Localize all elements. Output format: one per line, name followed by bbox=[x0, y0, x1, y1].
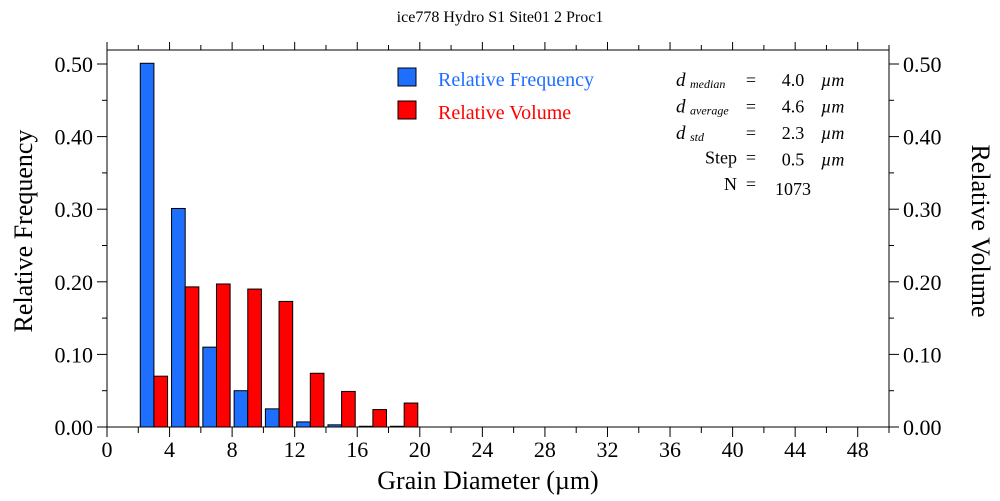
y-tick-label: 0.10 bbox=[55, 342, 94, 367]
stat-value: 0.5 bbox=[782, 150, 805, 170]
stat-equals: = bbox=[746, 148, 756, 168]
legend: Relative Frequency Relative Volume bbox=[397, 67, 594, 124]
y-tick-label: 0.20 bbox=[55, 270, 94, 295]
bar-relative-volume bbox=[341, 390, 356, 428]
y2-tick-label: 0.50 bbox=[903, 52, 942, 77]
x-axis-label: Grain Diameter (µm) bbox=[377, 466, 598, 495]
legend-swatch-volume bbox=[397, 100, 417, 120]
stat-equals: = bbox=[746, 174, 756, 194]
bar-relative-volume bbox=[309, 372, 325, 428]
x-tick-label: 28 bbox=[534, 437, 556, 462]
y-tick-label: 0.30 bbox=[55, 197, 94, 222]
y-axis-label: Relative Frequency bbox=[9, 130, 38, 333]
y2-tick-label: 0.20 bbox=[903, 270, 942, 295]
x-tick-label: 0 bbox=[102, 437, 113, 462]
y-tick-label: 0.00 bbox=[55, 415, 94, 440]
bar-relative-volume bbox=[215, 283, 231, 428]
stat-equals: = bbox=[746, 70, 756, 90]
stat-unit: µm bbox=[821, 123, 844, 143]
stat-unit: µm bbox=[821, 70, 844, 90]
bar-relative-volume bbox=[278, 300, 294, 428]
bar-relative-volume bbox=[403, 402, 419, 428]
y2-tick-label: 0.40 bbox=[903, 125, 942, 150]
bar-relative-volume bbox=[153, 375, 169, 428]
bar-relative-volume bbox=[184, 286, 200, 428]
stat-label: d bbox=[676, 123, 686, 144]
stat-value: 2.3 bbox=[782, 123, 805, 143]
stat-unit: µm bbox=[821, 97, 844, 117]
stat-value: 4.6 bbox=[782, 97, 805, 117]
stat-label: Step bbox=[705, 148, 737, 168]
bar-relative-frequency bbox=[233, 390, 249, 428]
x-tick-label: 24 bbox=[471, 437, 493, 462]
x-tick-label: 44 bbox=[784, 437, 806, 462]
stat-equals: = bbox=[746, 97, 756, 117]
stat-unit: µm bbox=[821, 150, 844, 170]
y-tick-label: 0.50 bbox=[55, 52, 94, 77]
y2-tick-label: 0.30 bbox=[903, 197, 942, 222]
stat-subscript: average bbox=[690, 104, 729, 118]
x-tick-label: 40 bbox=[722, 437, 744, 462]
stat-equals: = bbox=[746, 123, 756, 143]
x-tick-label: 36 bbox=[659, 437, 681, 462]
x-tick-label: 8 bbox=[227, 437, 238, 462]
legend-label-volume: Relative Volume bbox=[438, 102, 571, 124]
bar-relative-volume bbox=[372, 409, 388, 428]
y2-axis-label: Relative Volume bbox=[966, 144, 995, 317]
x-tick-label: 48 bbox=[847, 437, 869, 462]
x-tick-label: 20 bbox=[409, 437, 431, 462]
stat-subscript: std bbox=[690, 130, 705, 144]
legend-label-frequency: Relative Frequency bbox=[438, 69, 594, 91]
statistics-box: d median = 4.0 µmd average = 4.6 µmd std = 2.3 µmSte… bbox=[676, 70, 844, 199]
legend-swatch-frequency bbox=[397, 67, 417, 87]
stat-subscript: median bbox=[690, 77, 725, 91]
chart-title: ice778 Hydro S1 Site01 2 Proc1 bbox=[397, 9, 604, 26]
bar-relative-frequency bbox=[296, 421, 311, 428]
stat-label: N bbox=[724, 174, 737, 194]
bar-relative-frequency bbox=[264, 408, 280, 428]
bar-relative-frequency bbox=[171, 207, 186, 428]
bar-relative-frequency bbox=[202, 346, 217, 428]
plot-frame bbox=[106, 49, 890, 428]
bar-relative-volume bbox=[247, 288, 262, 428]
bar-relative-frequency bbox=[139, 62, 155, 428]
stat-value: 1073 bbox=[775, 179, 811, 199]
x-tick-label: 12 bbox=[284, 437, 306, 462]
x-tick-label: 16 bbox=[346, 437, 368, 462]
stat-label: d bbox=[676, 70, 686, 91]
y2-tick-label: 0.10 bbox=[903, 342, 942, 367]
x-tick-label: 32 bbox=[596, 437, 618, 462]
stat-label: d bbox=[676, 97, 686, 118]
x-tick-label: 4 bbox=[164, 437, 175, 462]
stat-value: 4.0 bbox=[782, 70, 805, 90]
y-tick-label: 0.40 bbox=[55, 125, 94, 150]
y2-tick-label: 0.00 bbox=[903, 415, 942, 440]
